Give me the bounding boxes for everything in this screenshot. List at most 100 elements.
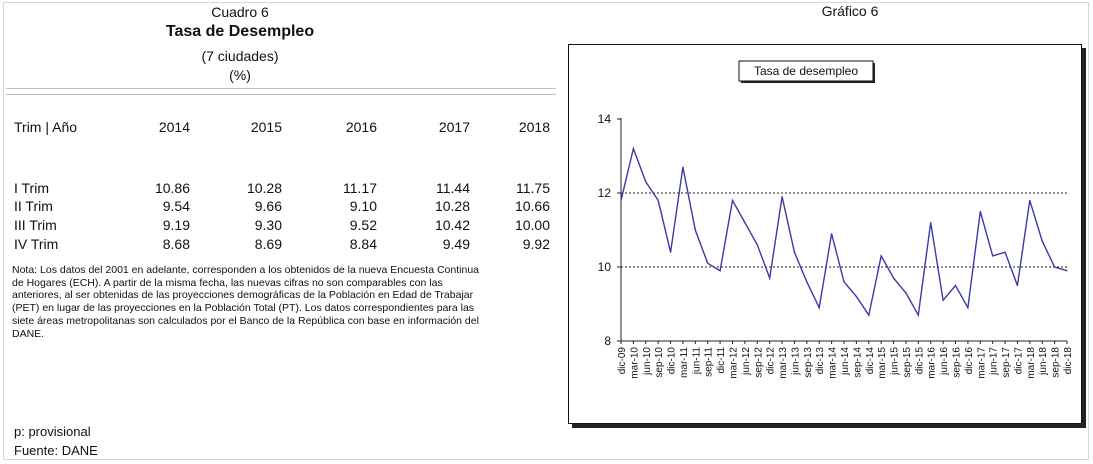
data-point bbox=[967, 307, 969, 309]
table-top-rule bbox=[6, 88, 556, 89]
line-chart: Tasa de desempleo 8 10 12 14 dic-09 mar-10 jun-… bbox=[598, 60, 1074, 379]
data-point bbox=[992, 255, 994, 257]
data-point bbox=[831, 233, 833, 235]
x-tick-label: dic-13 bbox=[815, 347, 826, 375]
x-tick-label: mar-14 bbox=[828, 347, 839, 379]
x-tick-label: mar-10 bbox=[629, 347, 640, 379]
x-tick-label: dic-14 bbox=[865, 347, 876, 375]
table-row-label: II Trim bbox=[14, 198, 53, 214]
data-point bbox=[793, 251, 796, 253]
table-row-label: IV Trim bbox=[14, 236, 59, 252]
table-cell: 10.00 bbox=[514, 217, 550, 233]
table-header-label: Trim | Año bbox=[14, 119, 78, 135]
data-point bbox=[682, 166, 684, 168]
table-cell: 9.54 bbox=[162, 198, 190, 214]
cuadro-title: Cuadro 6 bbox=[211, 4, 269, 20]
x-tick-label: sep-14 bbox=[852, 347, 863, 378]
table-cell: 9.49 bbox=[442, 236, 470, 252]
data-point bbox=[868, 314, 870, 316]
x-tick-label: sep-17 bbox=[1001, 347, 1012, 378]
data-point bbox=[843, 281, 845, 283]
y-tick-label: 14 bbox=[598, 112, 612, 126]
table-cell: 9.19 bbox=[162, 217, 190, 233]
data-point bbox=[880, 255, 882, 257]
x-tick-label: dic-18 bbox=[1063, 347, 1074, 375]
data-point bbox=[707, 262, 709, 264]
table-cell: 9.92 bbox=[522, 236, 550, 252]
x-tick-label: jun-17 bbox=[989, 347, 1000, 376]
x-tick-label: dic-11 bbox=[716, 347, 727, 374]
note-text: Nota: Los datos del 2001 en adelante, co… bbox=[12, 264, 480, 340]
data-point bbox=[756, 244, 758, 246]
cuadro-heading: Tasa de Desempleo bbox=[165, 23, 315, 40]
y-tick-label: 12 bbox=[598, 186, 612, 200]
y-tick-label: 8 bbox=[604, 334, 611, 348]
x-tick-label: sep-15 bbox=[902, 347, 913, 378]
x-tick-label: dic-10 bbox=[667, 347, 678, 375]
table-cell: 9.30 bbox=[254, 217, 282, 233]
x-tick-label: mar-17 bbox=[976, 347, 987, 379]
data-point bbox=[1004, 251, 1006, 253]
source: Fuente: DANE bbox=[14, 443, 98, 458]
table-row-label: III Trim bbox=[14, 217, 57, 233]
data-point bbox=[979, 210, 981, 213]
x-tick-label: sep-12 bbox=[753, 347, 764, 378]
x-tick-label: dic-16 bbox=[964, 347, 975, 375]
table-cell: 10.86 bbox=[154, 180, 190, 196]
table-row-label: I Trim bbox=[14, 180, 49, 196]
x-tick-label: sep-18 bbox=[1051, 347, 1062, 378]
x-tick-label: mar-15 bbox=[877, 347, 888, 379]
table-header-year: 2014 bbox=[158, 119, 190, 135]
data-point bbox=[694, 229, 696, 231]
data-point bbox=[855, 296, 857, 298]
table-top-rule-2 bbox=[6, 94, 556, 95]
x-tick-label: mar-12 bbox=[729, 347, 740, 379]
y-tick-label: 10 bbox=[598, 260, 612, 274]
table-header-year: 2016 bbox=[345, 119, 377, 135]
table-cell: 8.69 bbox=[254, 236, 282, 252]
document-frame bbox=[3, 2, 1089, 460]
x-tick-label: mar-18 bbox=[1026, 347, 1037, 379]
data-point bbox=[1029, 199, 1031, 201]
cuadro-subtitle: (7 ciudades) bbox=[201, 48, 279, 64]
chart-title-box bbox=[738, 60, 874, 82]
x-tick-label: dic-12 bbox=[766, 347, 777, 375]
table-cell: 8.68 bbox=[162, 236, 190, 252]
data-point bbox=[781, 196, 783, 198]
data-point bbox=[645, 181, 647, 183]
cuadro-unit: (%) bbox=[229, 67, 251, 83]
data-point bbox=[744, 222, 746, 224]
data-point bbox=[669, 251, 672, 253]
table-cell: 9.52 bbox=[349, 217, 377, 233]
chart-title: Tasa de desempleo bbox=[754, 64, 858, 78]
data-point bbox=[1016, 284, 1019, 287]
table-cell: 10.42 bbox=[434, 217, 470, 233]
x-tick-label: sep-11 bbox=[704, 347, 715, 377]
table-cell: 11.17 bbox=[343, 180, 377, 196]
data-point bbox=[930, 222, 932, 224]
data-point bbox=[917, 314, 919, 316]
data-point bbox=[1041, 240, 1043, 242]
series-line bbox=[620, 146, 1068, 318]
table-cell: 10.28 bbox=[246, 180, 282, 196]
chart-container: Tasa de desempleo 8 10 12 14 dic-09 mar-10 jun-… bbox=[568, 44, 1082, 424]
data-point bbox=[620, 199, 622, 201]
table-header-year: 2015 bbox=[250, 119, 282, 135]
x-tick-label: dic-09 bbox=[617, 347, 628, 375]
data-point bbox=[806, 281, 808, 283]
data-point bbox=[1054, 266, 1056, 268]
x-tick-label: dic-17 bbox=[1013, 347, 1024, 375]
grafico-title: Gráfico 6 bbox=[821, 3, 879, 19]
x-tick-label: jun-15 bbox=[890, 347, 901, 376]
data-point bbox=[892, 277, 895, 279]
table-cell: 10.28 bbox=[434, 198, 470, 214]
data-point bbox=[719, 270, 721, 272]
data-point bbox=[942, 299, 944, 301]
data-point bbox=[905, 292, 907, 294]
data-point bbox=[1066, 270, 1068, 272]
footnote: p: provisional bbox=[14, 424, 91, 439]
x-tick-label: jun-11 bbox=[691, 347, 702, 375]
table-cell: 9.10 bbox=[349, 198, 377, 214]
data-point bbox=[657, 199, 659, 201]
x-tick-label: jun-14 bbox=[840, 347, 851, 376]
